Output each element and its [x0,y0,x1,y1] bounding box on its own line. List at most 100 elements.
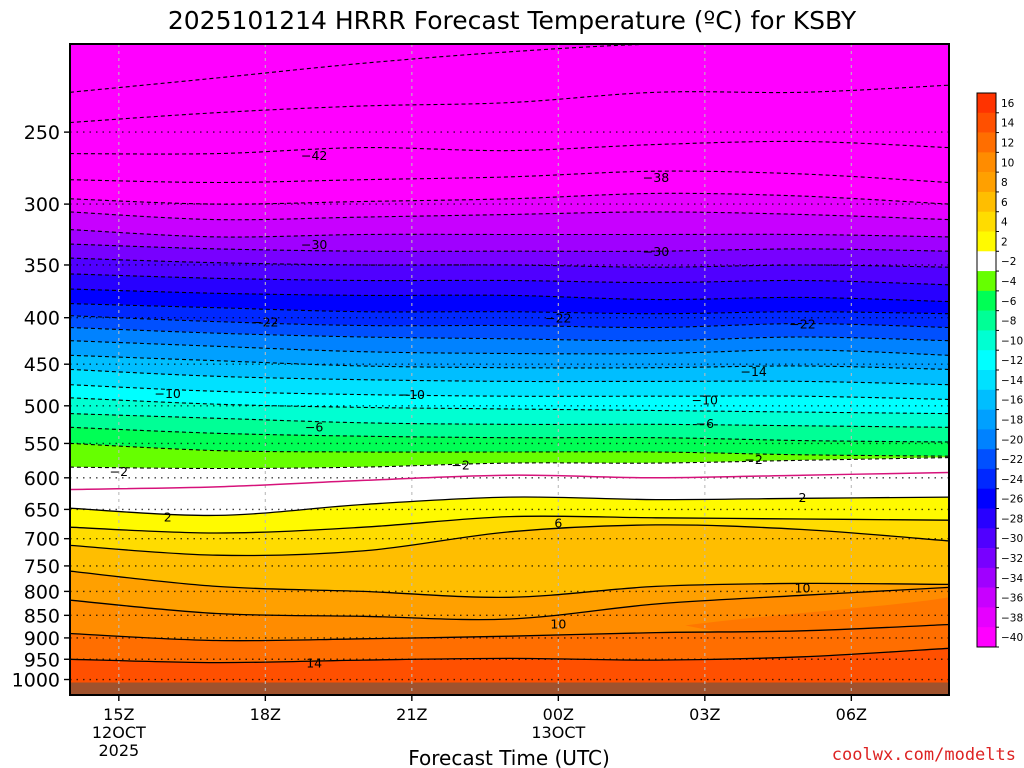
isotherm-0 [70,471,949,491]
x-tick-label: 18Z [250,705,281,724]
colorbar-swatch [977,271,996,292]
plot-frame [69,43,950,696]
isotherm-label: −22 [252,315,278,330]
colorbar-label: 8 [1001,177,1008,189]
colorbar-swatch [977,528,996,549]
colorbar-label: 12 [1001,137,1014,149]
colorbar-label: −10 [1001,335,1023,347]
x-tick-date: 12OCT [92,723,146,742]
isotherm-label: −2 [451,457,469,472]
colorbar-label: 16 [1001,98,1015,110]
x-tick-date: 13OCT [531,723,585,742]
chart-title: 2025101214 HRRR Forecast Temperature (ºC… [168,6,857,35]
colorbar-swatch [977,172,996,193]
y-tick-label: 650 [24,499,60,521]
y-tick-label: 400 [24,308,60,330]
colorbar-swatch [977,152,996,173]
band-warm-patch [685,597,949,650]
colorbar-label: −34 [1001,573,1023,585]
colorbar-swatch [977,567,996,588]
colorbar-swatch [977,508,996,529]
colorbar-swatch [977,231,996,252]
isotherm-label: −6 [696,416,714,431]
isotherm-lines [70,44,949,664]
colorbar-label: 4 [1001,217,1008,229]
colorbar-swatch [977,350,996,371]
isotherm-labels: −42−38−30 −30−22 −22 −22−14−10 −10 −10−6 −6−2−… [110,148,816,670]
isotherm-2 [70,496,949,517]
isotherm-label: 10 [795,580,811,595]
colorbar-label: −2 [1001,256,1016,268]
colorbar-swatch [977,112,996,133]
y-axis: 2503003504004505005506006507007508008509… [12,122,70,692]
y-tick-label: 950 [24,649,60,671]
isotherm-label: −22 [545,311,571,326]
y-tick-label: 750 [24,556,60,578]
credit-text: coolwx.com/modelts [832,745,1016,765]
colorbar-swatch [977,429,996,450]
isotherm-4 [70,515,949,534]
x-axis-label: Forecast Time (UTC) [408,746,610,768]
x-tick-label: 00Z [543,705,574,724]
colorbar-legend: 16 14 12 10 8 6 4 2 −2 −4 −6 −8 −10 −12 −14 −16 −18 −20 −2… [976,92,1023,648]
x-tick-label: 06Z [836,705,867,724]
colorbar-label: −28 [1001,513,1023,525]
y-tick-label: 250 [24,122,60,144]
colorbar-swatch [977,251,996,272]
isotherm-label: −14 [740,364,766,379]
colorbar-swatch [977,93,996,114]
y-tick-label: 600 [24,468,60,490]
y-tick-label: 350 [24,255,60,277]
colorbar-swatch [977,449,996,470]
colorbar-label: −30 [1001,533,1023,545]
y-tick-label: 1000 [12,670,60,692]
colorbar-swatch [977,310,996,331]
colorbar-label: 6 [1001,197,1008,209]
y-tick-label: 900 [24,628,60,650]
colorbar-label: −8 [1001,316,1016,328]
colorbar-label: 14 [1001,118,1015,130]
y-tick-label: 550 [24,433,60,455]
colorbar-label: −16 [1001,395,1023,407]
colorbar-label: −20 [1001,434,1023,446]
isotherm-label: −2 [744,452,762,467]
colorbar-swatch [977,548,996,569]
isotherm-label: −22 [789,317,815,332]
isotherm-label: 2 [164,510,172,525]
isotherm-label: −30 [643,244,669,259]
colorbar-swatch [977,290,996,311]
colorbar-swatch [977,587,996,608]
x-tick-year: 2025 [98,741,139,760]
colorbar-label: 2 [1001,236,1008,248]
y-tick-label: 850 [24,605,60,627]
colorbar-label: 10 [1001,157,1014,169]
colorbar-label: −6 [1001,296,1017,308]
isotherm-label: −42 [301,148,327,163]
y-tick-label: 700 [24,529,60,551]
isotherm-12 [70,623,949,642]
colorbar-swatch [977,607,996,628]
isotherm-6 [70,524,949,557]
y-tick-label: 300 [24,194,60,216]
colorbar-label: −12 [1001,355,1023,367]
y-tick-label: 800 [24,581,60,603]
isotherm-8 [70,570,949,599]
isotherm-label: −38 [643,170,669,185]
isotherm-label: −30 [301,237,327,252]
isotherm-14 [70,647,949,664]
colorbar-swatch [977,132,996,153]
colorbar-label: −14 [1001,375,1023,387]
colorbar-label: −24 [1001,474,1023,486]
y-tick-label: 450 [24,354,60,376]
colorbar-swatch [977,211,996,232]
x-tick-label: 15Z [103,705,134,724]
colorbar-label: −26 [1001,494,1023,506]
x-tick-label: 03Z [689,705,720,724]
isotherm-label: 6 [554,516,562,531]
y-tick-label: 500 [24,396,60,418]
isotherm-10 [70,586,949,621]
colorbar-label: −32 [1001,553,1023,565]
isotherm-label: −10 [399,387,425,402]
colorbar-label: −38 [1001,612,1023,624]
